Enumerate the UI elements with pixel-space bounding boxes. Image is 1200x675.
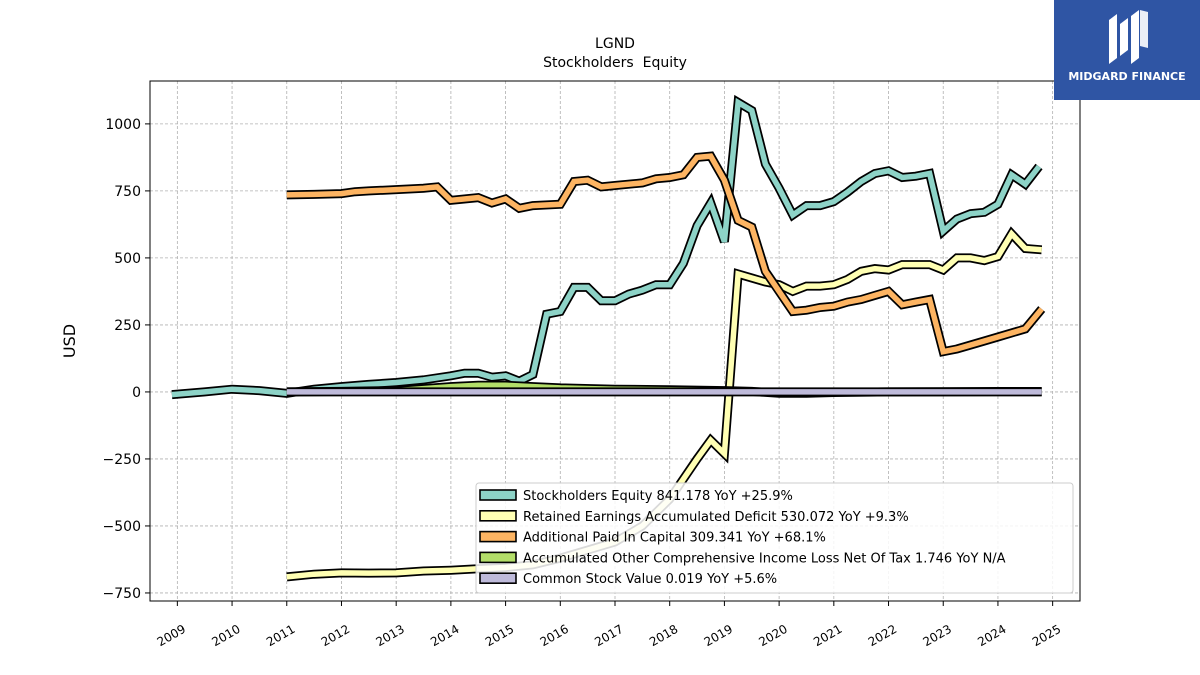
x-tick-label: 2015 bbox=[483, 622, 516, 649]
series-outline bbox=[171, 94, 1043, 400]
series-layer bbox=[171, 94, 1046, 582]
x-tick-label: 2010 bbox=[209, 622, 242, 649]
brand-name: MIDGARD FINANCE bbox=[1068, 70, 1186, 83]
y-tick-label: 750 bbox=[114, 184, 141, 200]
legend-label: Retained Earnings Accumulated Deficit 53… bbox=[523, 510, 909, 525]
legend-swatch bbox=[479, 572, 517, 585]
series-line bbox=[286, 151, 1046, 357]
chart-subtitle: Stockholders Equity bbox=[543, 55, 687, 71]
y-tick-label: 0 bbox=[132, 385, 141, 401]
legend-box bbox=[475, 482, 1074, 594]
legend-swatch bbox=[479, 551, 517, 564]
x-tick-label: 2013 bbox=[373, 622, 406, 649]
x-tick-label: 2020 bbox=[756, 622, 789, 649]
x-axis: 2009 2010 2011 2012 2013 2014 2015 2016 2017 2018… bbox=[155, 601, 1063, 649]
y-tick-label: −500 bbox=[103, 519, 141, 535]
brand-logo: MIDGARD FINANCE bbox=[1054, 0, 1200, 100]
y-tick-label: 250 bbox=[114, 318, 141, 334]
x-tick-label: 2022 bbox=[866, 622, 899, 649]
series-line bbox=[171, 94, 1043, 400]
grid bbox=[150, 81, 1080, 601]
x-tick-label: 2017 bbox=[592, 622, 625, 649]
x-tick-label: 2011 bbox=[264, 622, 297, 649]
series-path bbox=[171, 97, 1042, 398]
x-tick-label: 2012 bbox=[319, 622, 352, 649]
x-tick-label: 2019 bbox=[702, 622, 735, 649]
x-tick-label: 2014 bbox=[428, 622, 461, 649]
legend-label: Additional Paid In Capital 309.341 YoY +… bbox=[523, 531, 826, 546]
legend-label: Accumulated Other Comprehensive Income L… bbox=[523, 551, 1006, 566]
logo-mark-icon bbox=[1109, 10, 1148, 64]
x-tick-label: 2016 bbox=[538, 622, 571, 649]
legend-swatch bbox=[479, 509, 517, 522]
x-tick-label: 2025 bbox=[1030, 622, 1063, 649]
legend-swatch bbox=[479, 530, 517, 543]
y-tick-label: 1000 bbox=[105, 117, 141, 133]
legend: Stockholders Equity 841.178 YoY +25.9% Re… bbox=[475, 482, 1074, 594]
series-path bbox=[286, 153, 1044, 355]
x-tick-label: 2024 bbox=[975, 622, 1008, 649]
x-tick-label: 2009 bbox=[155, 622, 188, 649]
legend-label: Common Stock Value 0.019 YoY +5.6% bbox=[523, 572, 777, 587]
series-path bbox=[286, 229, 1042, 580]
x-tick-label: 2018 bbox=[647, 622, 680, 649]
chart-title: LGND bbox=[595, 36, 635, 52]
legend-swatch bbox=[479, 489, 517, 501]
y-axis-label: USD bbox=[60, 324, 79, 358]
y-tick-label: −250 bbox=[103, 452, 141, 468]
y-axis: −750 −500 −250 0 250 500 750 1000 bbox=[103, 117, 150, 602]
y-tick-label: 500 bbox=[114, 251, 141, 267]
legend-label: Stockholders Equity 841.178 YoY +25.9% bbox=[523, 489, 793, 504]
y-tick-label: −750 bbox=[103, 586, 141, 602]
x-tick-label: 2023 bbox=[921, 622, 954, 649]
x-tick-label: 2021 bbox=[811, 622, 844, 649]
series-line bbox=[286, 226, 1043, 582]
